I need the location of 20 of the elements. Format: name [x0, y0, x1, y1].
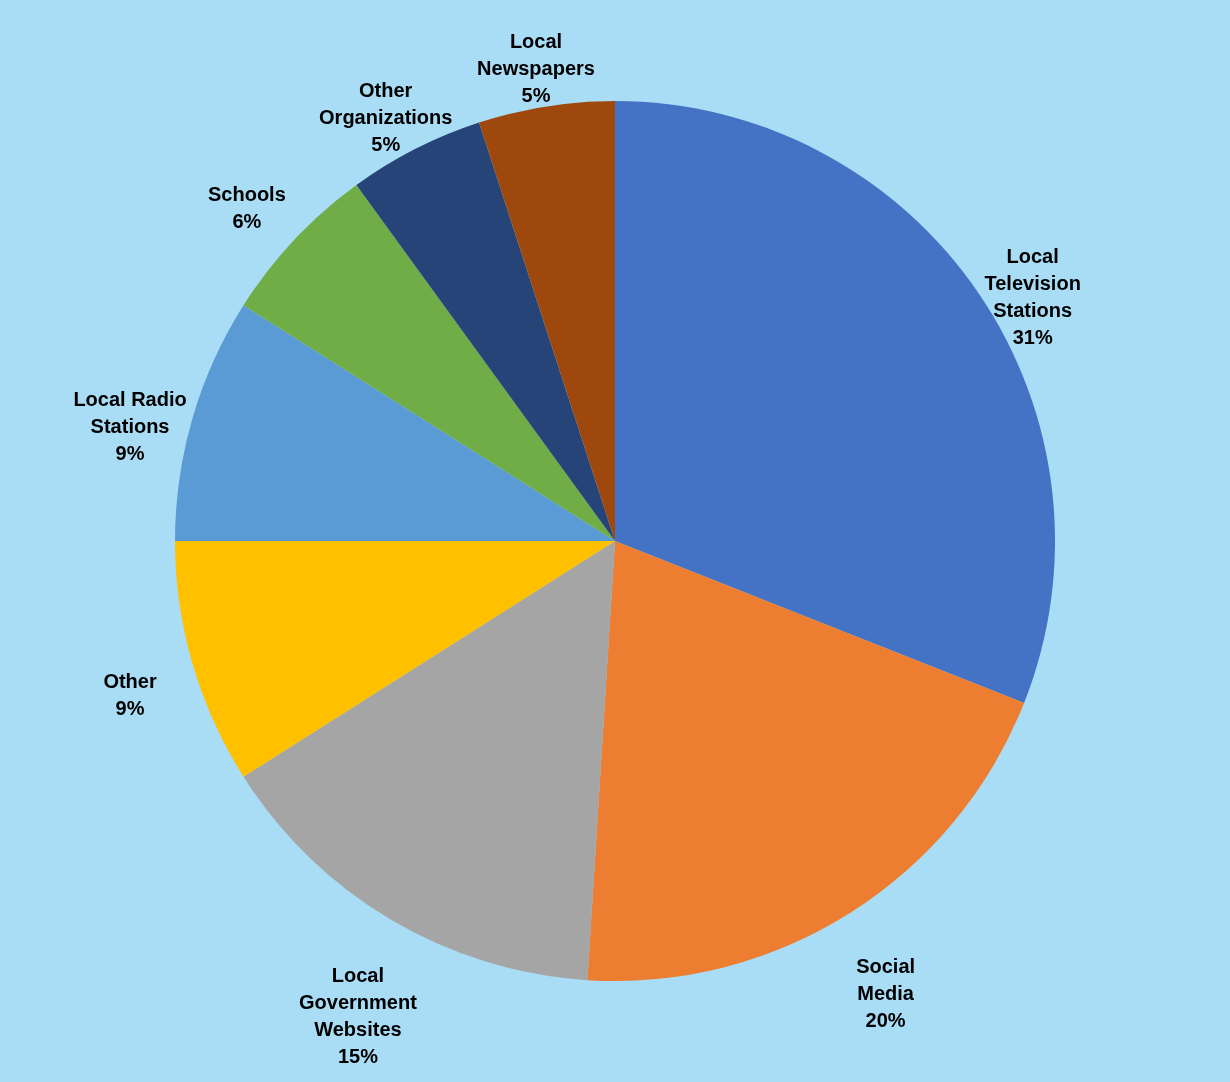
data-label: 9%: [115, 442, 145, 465]
slice-label: Social Media: [856, 955, 916, 1005]
slice-label: Other Organizations: [319, 79, 453, 129]
data-label: 15%: [337, 1044, 379, 1067]
slice-label: Schools: [207, 183, 286, 206]
pie-slice: [175, 541, 615, 777]
slice-label: Local Radio Stations: [73, 388, 187, 438]
data-label: 31%: [1012, 326, 1053, 349]
pie-slice: [243, 541, 615, 981]
slice-label: Local Government Websites: [299, 963, 418, 1040]
slice-label: Local Newspapers: [477, 30, 595, 80]
pie-slice: [479, 101, 615, 541]
data-label: 5%: [521, 84, 551, 107]
data-label: 20%: [865, 1009, 906, 1032]
data-label: 5%: [371, 133, 401, 156]
data-label: 9%: [115, 696, 145, 719]
pie-slice: [587, 541, 1025, 981]
data-label: 6%: [232, 210, 262, 233]
slice-label: Local Television Stations: [984, 245, 1081, 322]
slice-label: Other: [103, 669, 157, 692]
